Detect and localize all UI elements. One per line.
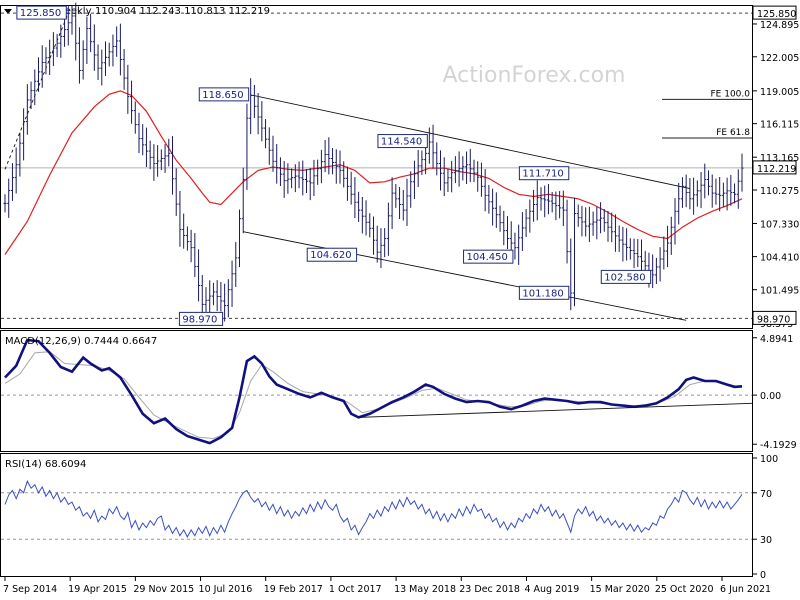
price-ytick-label: 116.115: [760, 120, 799, 131]
price-ytick-label: 110.275: [760, 186, 799, 197]
time-tick-label: 23 Dec 2018: [459, 584, 520, 595]
level-price-box: [752, 160, 797, 175]
rsi-ytick-label: 70: [760, 489, 772, 500]
macd-layer: 4.8941 0.00 -4.1929: [1, 334, 797, 451]
macd-ytick-label: 4.8941: [760, 334, 793, 345]
macd-ytick-label: -4.1929: [760, 440, 797, 451]
rsi-ytick-label: 0: [760, 570, 766, 581]
peak-label-box: [198, 87, 250, 102]
time-tick-label: 6 Jun 2021: [720, 584, 771, 595]
peak-label-box: [306, 247, 358, 262]
time-tick-label: 13 May 2018: [394, 584, 456, 595]
level-price-label: 98.970: [757, 314, 790, 325]
rsi-ytick-label: 30: [760, 535, 772, 546]
rsi-layer: 100 70 30 0: [1, 454, 778, 581]
macd-pane: [0, 330, 753, 452]
peak-label-box: [463, 249, 514, 264]
macd-trendline: [358, 402, 753, 418]
peak-label: 101.180: [522, 288, 563, 299]
peak-label: 111.710: [522, 169, 563, 180]
rsi-pane: [0, 453, 753, 577]
peak-label: 102.580: [604, 272, 645, 283]
ohlc-readout: 110.904 112.243 110.813 112.219: [95, 6, 270, 17]
peak-label-box: [178, 311, 224, 326]
price-ytick-label: 107.330: [760, 219, 799, 230]
price-ytick-label: 119.005: [760, 87, 799, 98]
peak-label: 104.620: [310, 250, 351, 261]
macd-title: MACD(12,26,9) 0.7444 0.6647: [5, 336, 157, 347]
level-price-box: [752, 5, 797, 20]
trendline: [243, 231, 687, 321]
price-ytick-label: 104.410: [760, 253, 799, 264]
trendline: [250, 94, 690, 190]
macd-ytick-label: 0.00: [760, 391, 781, 402]
price-layer: 124.895 122.005 119.005 116.115 113.165 110.2…: [1, 2, 799, 330]
price-ytick-label: 113.165: [760, 153, 799, 164]
peak-label: 125.850: [20, 8, 61, 19]
dropdown-triangle-icon[interactable]: [4, 9, 12, 14]
rsi-line: [4, 479, 743, 538]
rsi-title: RSI(14) 68.6094: [5, 459, 86, 470]
time-tick-label: 19 Apr 2015: [68, 584, 127, 595]
macd-line: [4, 338, 743, 445]
sma-line: [4, 90, 743, 255]
level-price-box: [752, 310, 797, 325]
time-tick-label: 1 Oct 2017: [329, 584, 382, 595]
time-tick-label: 29 Nov 2015: [133, 584, 194, 595]
rsi-ytick-label: 100: [760, 454, 778, 465]
fib-level-label: FE 61.8: [716, 128, 750, 138]
price-ytick-label: 122.005: [760, 53, 799, 64]
time-tick-label: 7 Sep 2014: [3, 584, 57, 595]
watermark-text: ActionForex.com: [443, 63, 626, 88]
trendline: [4, 12, 69, 170]
time-tick-label: 25 Oct 2020: [655, 584, 714, 595]
axis-layer: 7 Sep 2014 19 Apr 2015 29 Nov 2015 10 Jul 2…: [3, 577, 771, 595]
time-tick-label: 10 Jul 2016: [199, 584, 253, 595]
time-tick-label: 15 Mar 2020: [590, 584, 650, 595]
level-price-label: 125.850: [757, 9, 796, 20]
level-price-label: 112.219: [757, 164, 796, 175]
time-tick-label: 4 Aug 2019: [524, 584, 579, 595]
peak-label-box: [600, 269, 652, 284]
peak-label: 104.450: [467, 252, 508, 263]
time-tick-label: 19 Feb 2017: [264, 584, 323, 595]
fib-level-label: FE 100.0: [711, 89, 751, 99]
peak-label: 114.540: [381, 137, 422, 148]
price-ytick-label: 101.495: [760, 286, 799, 297]
peak-label-box: [518, 166, 570, 181]
peak-label: 98.970: [182, 314, 217, 325]
peak-label-box: [377, 134, 428, 149]
peak-label: 118.650: [202, 90, 243, 101]
price-bars: [3, 2, 744, 322]
peak-label-box: [16, 5, 67, 20]
price-ytick-label: 124.895: [760, 20, 799, 31]
peak-label-box: [518, 285, 570, 300]
